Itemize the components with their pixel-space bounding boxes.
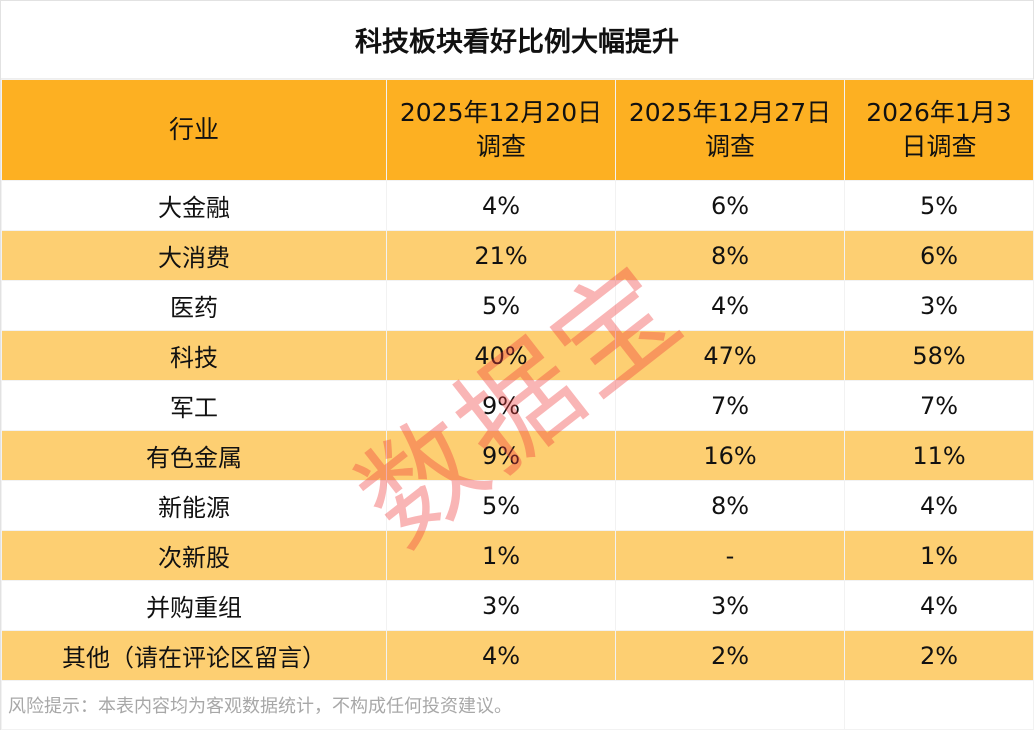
value-cell: 1%	[844, 530, 1034, 581]
industry-cell: 大金融	[1, 180, 387, 231]
column-header: 行业	[1, 79, 387, 181]
value-cell: -	[615, 530, 845, 581]
table-row: 大消费 21% 8% 6%	[1, 230, 1034, 281]
industry-cell: 医药	[1, 280, 387, 331]
table-row: 有色金属 9% 16% 11%	[1, 430, 1034, 481]
value-cell: 8%	[615, 480, 845, 531]
industry-cell: 有色金属	[1, 430, 387, 481]
value-cell: 3%	[615, 580, 845, 631]
footnote-row: 风险提示：本表内容均为客观数据统计，不构成任何投资建议。	[1, 680, 1034, 730]
value-cell: 4%	[615, 280, 845, 331]
table-row: 科技 40% 47% 58%	[1, 330, 1034, 381]
value-cell: 2%	[844, 630, 1034, 681]
risk-footnote: 风险提示：本表内容均为客观数据统计，不构成任何投资建议。	[1, 680, 845, 730]
table-row: 并购重组 3% 3% 4%	[1, 580, 1034, 631]
industry-cell: 次新股	[1, 530, 387, 581]
value-cell: 5%	[386, 280, 616, 331]
value-cell: 47%	[615, 330, 845, 381]
industry-cell: 新能源	[1, 480, 387, 531]
value-cell: 4%	[844, 480, 1034, 531]
value-cell: 11%	[844, 430, 1034, 481]
industry-cell: 军工	[1, 380, 387, 431]
industry-cell: 并购重组	[1, 580, 387, 631]
industry-cell: 大消费	[1, 230, 387, 281]
value-cell: 7%	[844, 380, 1034, 431]
table-row: 次新股 1% -1%	[1, 530, 1034, 581]
empty-cell	[844, 680, 1034, 730]
column-header: 2025年12月20日调查	[386, 79, 616, 181]
value-cell: 16%	[615, 430, 845, 481]
table-title: 科技板块看好比例大幅提升	[1, 1, 1033, 79]
value-cell: 4%	[386, 630, 616, 681]
value-cell: 3%	[386, 580, 616, 631]
table-row: 军工 9% 7% 7%	[1, 380, 1034, 431]
value-cell: 5%	[844, 180, 1034, 231]
value-cell: 4%	[386, 180, 616, 231]
column-header: 2025年12月27日调查	[615, 79, 845, 181]
value-cell: 5%	[386, 480, 616, 531]
table-row: 新能源 5% 8% 4%	[1, 480, 1034, 531]
value-cell: 3%	[844, 280, 1034, 331]
value-cell: 6%	[844, 230, 1034, 281]
industry-cell: 科技	[1, 330, 387, 381]
industry-cell: 其他（请在评论区留言）	[1, 630, 387, 681]
table-row: 大金融 4% 6% 5%	[1, 180, 1034, 231]
table-row: 医药 5% 4% 3%	[1, 280, 1034, 331]
column-header: 2026年1月3日调查	[844, 79, 1034, 181]
value-cell: 7%	[615, 380, 845, 431]
header-row: 行业 2025年12月20日调查 2025年12月27日调查 2026年1月3日调查	[1, 79, 1034, 181]
value-cell: 40%	[386, 330, 616, 381]
value-cell: 58%	[844, 330, 1034, 381]
value-cell: 1%	[386, 530, 616, 581]
value-cell: 9%	[386, 430, 616, 481]
value-cell: 6%	[615, 180, 845, 231]
data-table: 行业 2025年12月20日调查 2025年12月27日调查 2026年1月3日调查 …	[1, 79, 1034, 730]
value-cell: 2%	[615, 630, 845, 681]
table-row: 其他（请在评论区留言） 4% 2% 2%	[1, 630, 1034, 681]
value-cell: 9%	[386, 380, 616, 431]
value-cell: 21%	[386, 230, 616, 281]
value-cell: 8%	[615, 230, 845, 281]
value-cell: 4%	[844, 580, 1034, 631]
